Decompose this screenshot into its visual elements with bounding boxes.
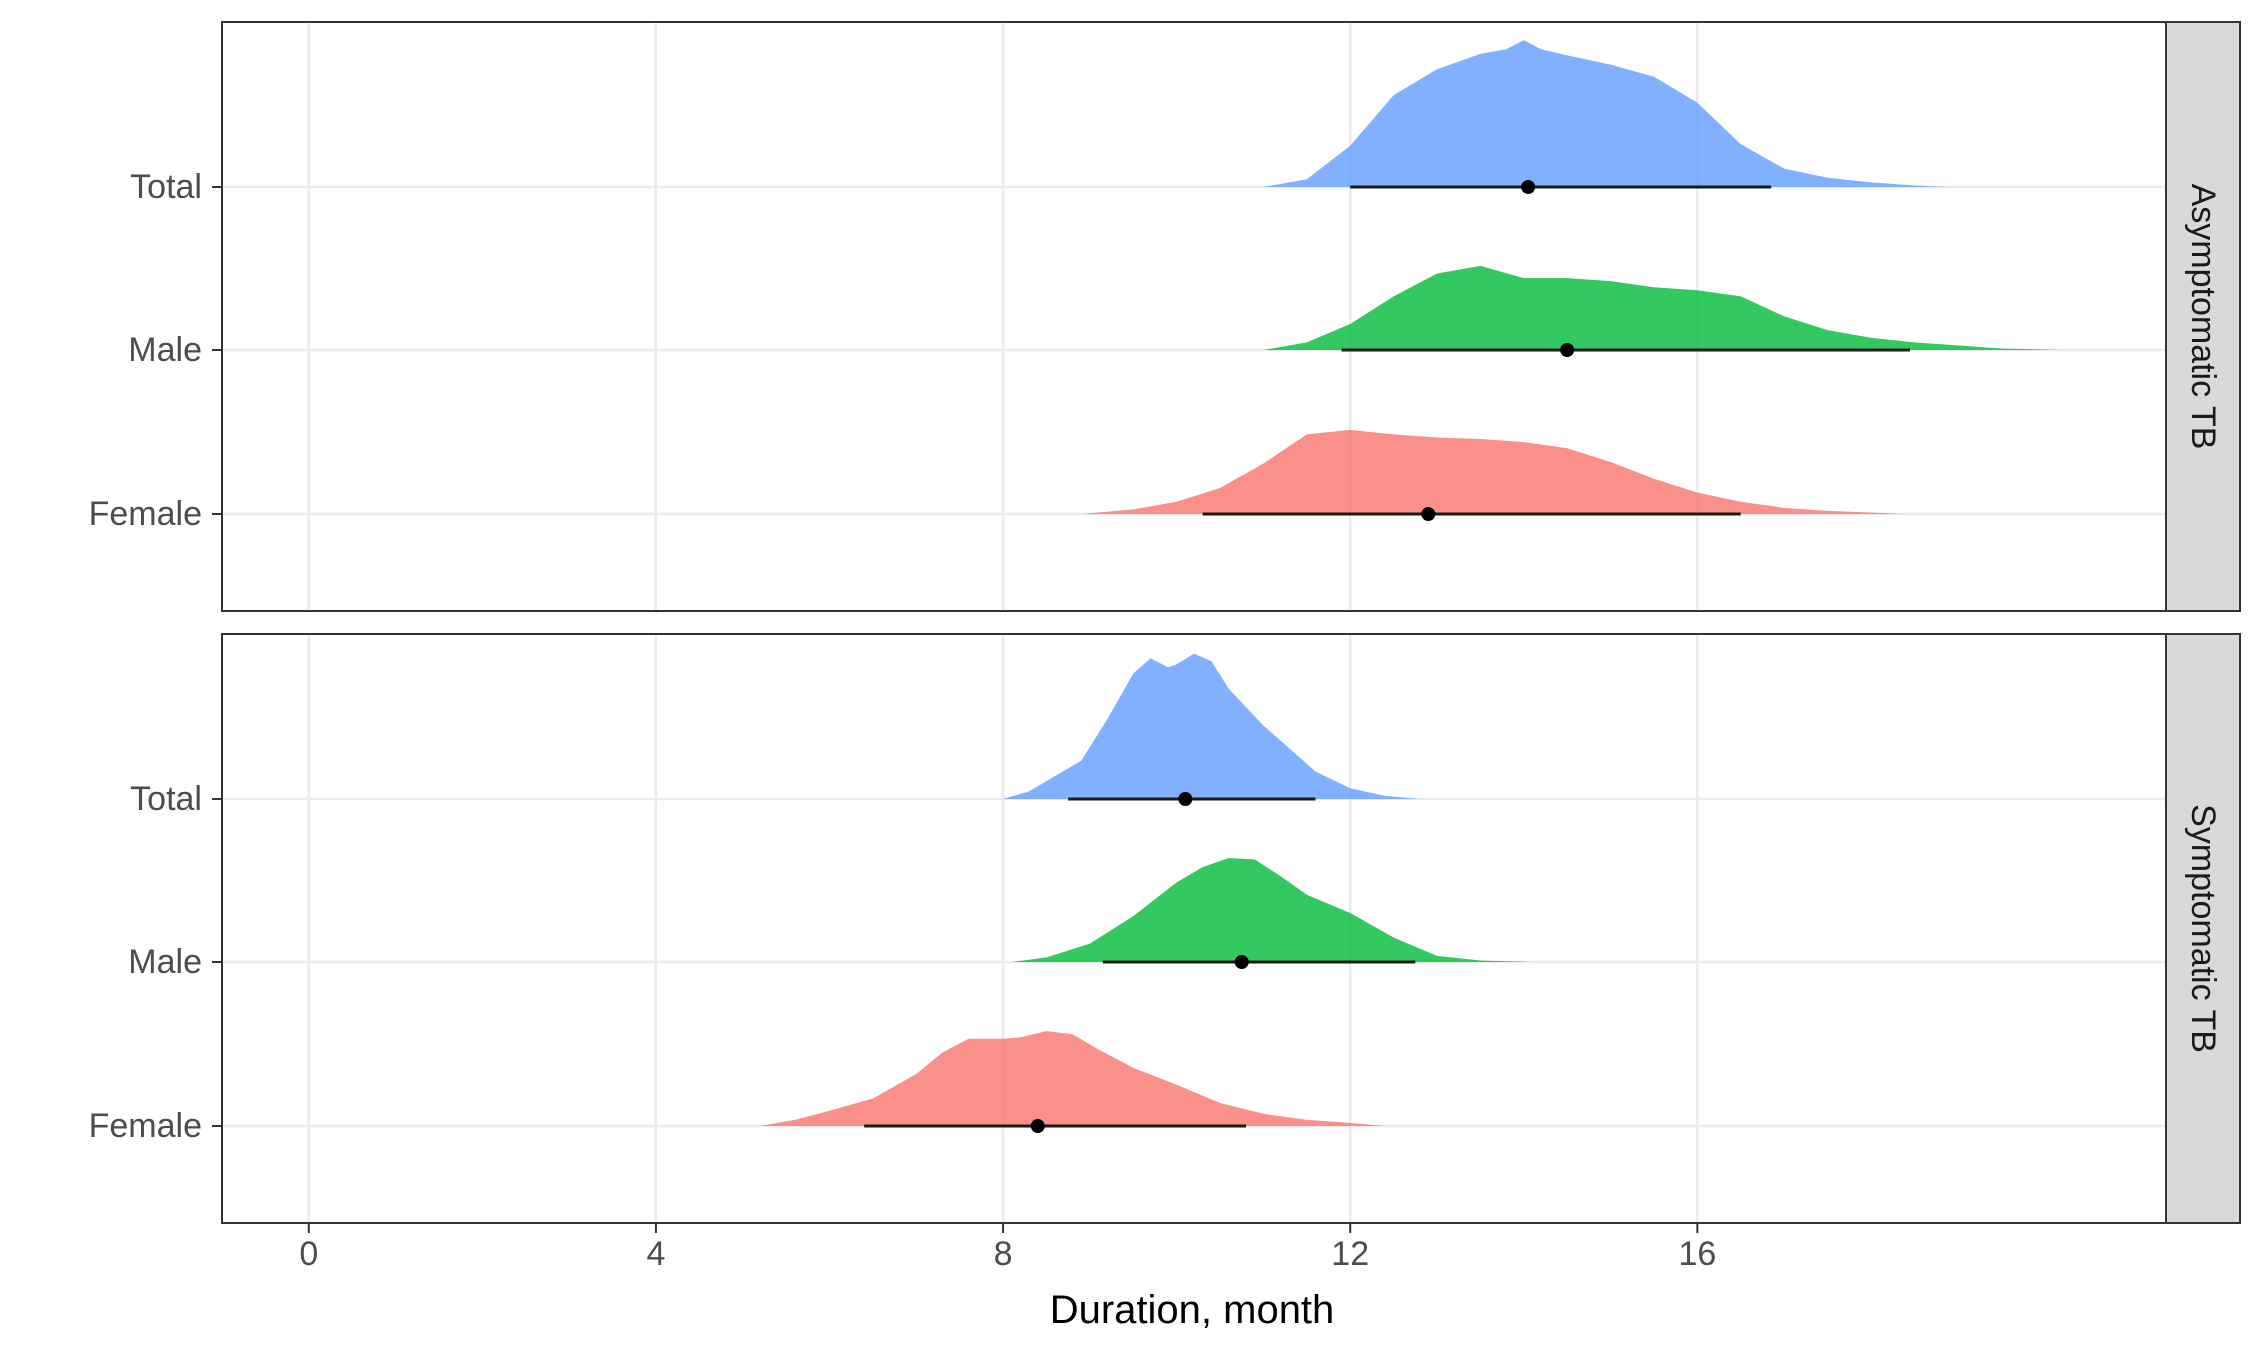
point-estimate-female [1421, 507, 1436, 521]
panel-asymptomatic-tb: Asymptomatic TB Total Male Female [89, 21, 2241, 612]
y-tick-label: Total [130, 780, 202, 818]
facet-strip [2165, 21, 2241, 612]
density-ridge-female [1081, 429, 1906, 514]
x-tick-label: 8 [994, 1235, 1013, 1273]
y-tick-label: Total [130, 168, 202, 206]
x-axis: 0 4 8 12 16 [299, 1223, 1716, 1273]
y-tick-label: Female [89, 495, 202, 533]
panel-symptomatic-tb: Symptomatic TB Total Male Female [89, 633, 2241, 1224]
density-ridge-female [760, 1031, 1385, 1126]
y-tick-label: Male [128, 943, 202, 981]
point-estimate-total [1178, 792, 1193, 806]
facet-strip [2165, 633, 2241, 1224]
x-tick-label: 0 [299, 1235, 318, 1273]
panel-background [222, 22, 2166, 611]
density-ridge-total [1003, 653, 1420, 799]
density-ridge-male [1011, 858, 1533, 962]
x-axis-title: Duration, month [1050, 1288, 1335, 1332]
point-estimate-female [1030, 1119, 1045, 1133]
panels-layer: Asymptomatic TBTotalMaleFemaleSymptomati… [89, 21, 2241, 1224]
y-tick-label: Male [128, 331, 202, 369]
facet-strip-label: Symptomatic TB [2184, 804, 2222, 1053]
x-tick-label: 4 [646, 1235, 665, 1273]
density-ridge-total [1263, 40, 1949, 187]
x-tick-label: 12 [1331, 1235, 1369, 1273]
y-tick-label: Female [89, 1107, 202, 1145]
point-estimate-male [1234, 955, 1249, 969]
point-estimate-male [1560, 343, 1575, 357]
point-estimate-total [1521, 180, 1536, 194]
x-tick-label: 16 [1678, 1235, 1716, 1273]
density-ridge-male [1263, 265, 2062, 350]
facet-strip-label: Asymptomatic TB [2184, 184, 2222, 450]
